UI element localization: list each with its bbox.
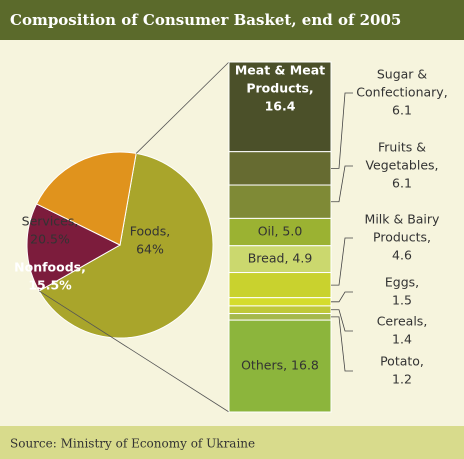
leader-line [331,291,353,303]
bar-segment [228,184,332,219]
bar-segment [228,313,332,321]
bar-segment [228,272,332,299]
bar-label: Products, [246,80,313,95]
bar-label: 1.5 [392,293,412,308]
bar-label: Others, 16.8 [241,358,319,373]
leader-line [331,309,353,332]
pie-slice [26,203,122,292]
bar-label: Sugar & [377,67,428,82]
pie-label: Nonfoods, [14,260,86,275]
bar-label: Bread, 4.9 [248,251,313,266]
leader-line [331,316,353,372]
connector [135,61,230,154]
pie-slice [38,152,214,339]
bar-segment [228,319,332,413]
bar-label: Fruits & [378,140,426,155]
bar-label: 1.2 [392,372,412,387]
leader-line [331,92,353,169]
bar-label: Vegetables, [365,158,438,173]
bar-label: 1.4 [392,332,412,347]
bar-label: Cereals, [377,314,428,329]
connector [38,290,230,413]
bar-label: 6.1 [392,176,412,191]
bar-segment [228,297,332,307]
chart-title: Composition of Consumer Basket, end of 2… [10,11,401,29]
bar-label: Milk & Bairy [365,212,441,227]
pie-label: 20.5% [30,232,70,247]
leader-line [331,165,353,203]
source: Source: Ministry of Economy of Ukraine [10,437,255,451]
bar-segment [228,245,332,274]
title-bar [0,0,464,40]
pie-label: Foods, [130,224,170,239]
pie-label: 64% [136,242,164,257]
bar-label: 6.1 [392,103,412,118]
bar-label: Products, [373,230,431,245]
pie-label: Services, [22,214,79,229]
bar-label: 16.4 [265,98,296,113]
pie-label: 15.5% [28,278,72,293]
bar-label: Meat & Meat [235,62,325,77]
bar-label: Eggs, [385,275,419,290]
bar-label: Confectionary, [356,85,447,100]
bar-segment [228,217,332,247]
bar-label: Oil, 5.0 [258,224,303,239]
bar-label: Potato, [380,354,424,369]
bar-segment [228,151,332,186]
footer-bar [0,426,464,459]
bar-label: 4.6 [392,248,412,263]
pie-slice [35,151,137,246]
leader-line [331,237,353,286]
bar-segment [228,305,332,315]
